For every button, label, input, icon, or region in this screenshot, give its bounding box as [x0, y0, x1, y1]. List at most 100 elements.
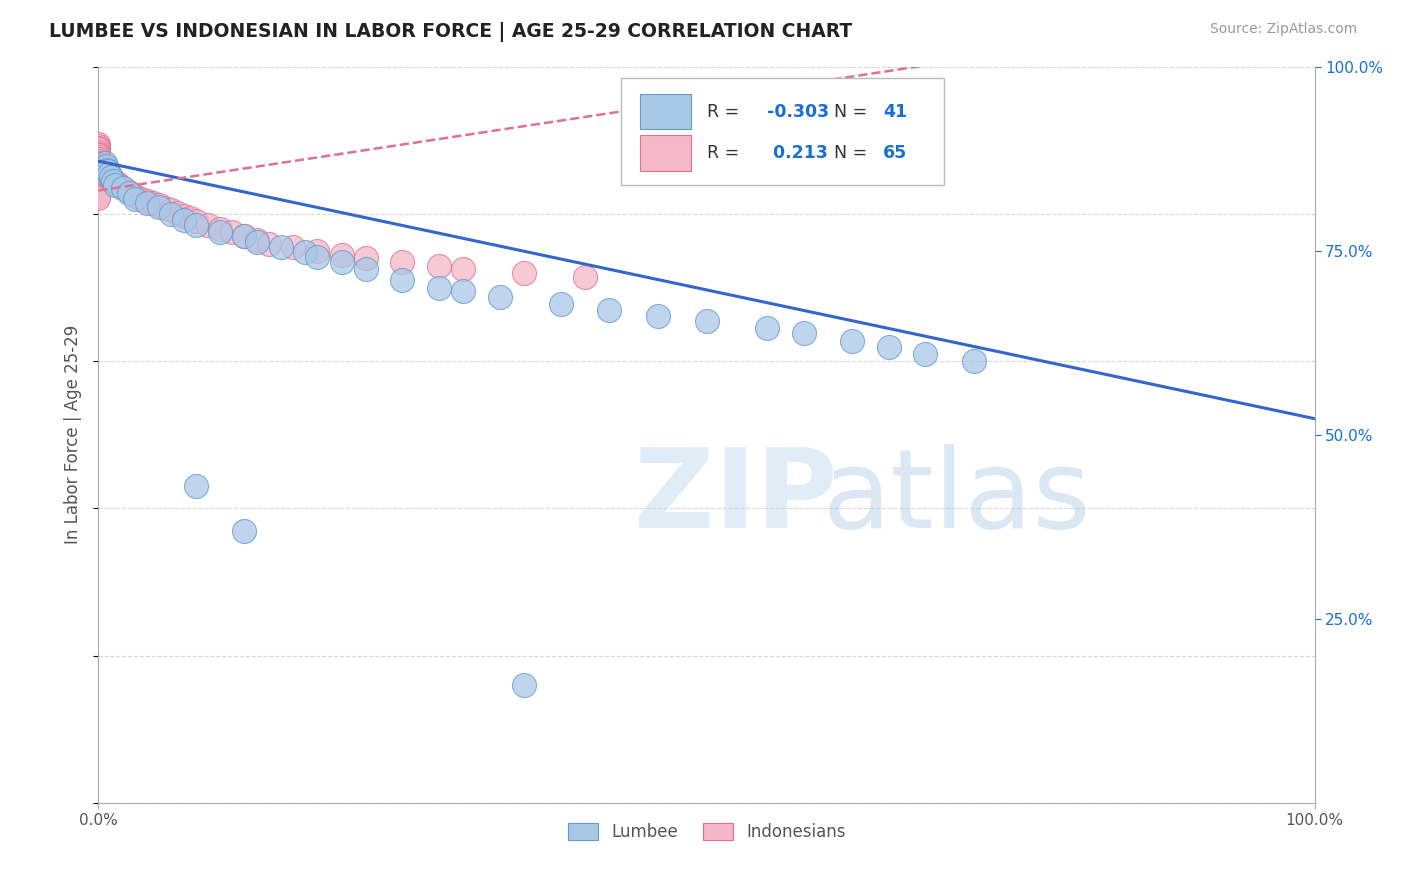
Point	[93, 167, 115, 181]
Point	[391, 255, 413, 269]
Point	[87, 157, 110, 171]
Text: 41: 41	[883, 103, 907, 120]
Point	[87, 185, 110, 199]
Text: ZIP: ZIP	[634, 444, 837, 551]
Point	[574, 269, 596, 284]
Point	[696, 314, 718, 328]
Point	[550, 297, 572, 311]
Point	[793, 326, 815, 341]
Point	[453, 262, 475, 277]
Point	[173, 209, 195, 223]
Point	[87, 191, 110, 205]
Point	[453, 285, 475, 299]
Text: Source: ZipAtlas.com: Source: ZipAtlas.com	[1209, 22, 1357, 37]
Point	[87, 155, 110, 169]
Point	[245, 235, 267, 249]
Point	[87, 148, 110, 162]
Point	[124, 193, 146, 207]
Point	[87, 139, 110, 153]
Point	[87, 179, 110, 194]
FancyBboxPatch shape	[621, 78, 943, 185]
Point	[148, 200, 170, 214]
Point	[233, 229, 256, 244]
Point	[104, 178, 127, 192]
Point	[513, 678, 536, 692]
Point	[87, 152, 110, 166]
Point	[197, 218, 219, 232]
Point	[87, 164, 110, 178]
Text: 0.213: 0.213	[768, 144, 828, 162]
Point	[257, 236, 280, 251]
Point	[87, 188, 110, 202]
Point	[294, 245, 316, 260]
Point	[184, 218, 207, 232]
Point	[97, 169, 120, 183]
Point	[87, 181, 110, 195]
Point	[307, 250, 329, 264]
Point	[110, 179, 132, 194]
Point	[756, 321, 779, 335]
Point	[307, 244, 329, 258]
Point	[87, 146, 110, 161]
Point	[391, 273, 413, 287]
Point	[166, 205, 188, 219]
Point	[87, 154, 110, 169]
Point	[179, 211, 201, 225]
Text: N =: N =	[834, 144, 873, 162]
Point	[330, 255, 353, 269]
Point	[155, 201, 177, 215]
Point	[87, 141, 110, 155]
Point	[136, 196, 159, 211]
Point	[96, 163, 118, 178]
Point	[87, 137, 110, 152]
Point	[129, 193, 152, 207]
Point	[233, 524, 256, 538]
Point	[330, 247, 353, 261]
Point	[87, 150, 110, 164]
Point	[111, 181, 134, 195]
Point	[87, 159, 110, 173]
Text: -0.303: -0.303	[768, 103, 830, 120]
Point	[877, 340, 900, 354]
Point	[963, 354, 986, 368]
Point	[87, 184, 110, 198]
Y-axis label: In Labor Force | Age 25-29: In Labor Force | Age 25-29	[65, 326, 83, 544]
Point	[245, 233, 267, 247]
Text: R =: R =	[707, 144, 744, 162]
Point	[87, 163, 110, 178]
Point	[93, 163, 115, 178]
Point	[427, 281, 450, 295]
Point	[270, 240, 292, 254]
Point	[281, 240, 304, 254]
Text: atlas: atlas	[823, 444, 1091, 551]
Point	[87, 167, 110, 181]
Point	[101, 174, 124, 188]
Point	[87, 169, 110, 183]
Point	[209, 226, 232, 240]
Point	[97, 164, 120, 178]
Text: LUMBEE VS INDONESIAN IN LABOR FORCE | AGE 25-29 CORRELATION CHART: LUMBEE VS INDONESIAN IN LABOR FORCE | AG…	[49, 22, 852, 42]
Point	[160, 207, 183, 221]
Point	[111, 181, 134, 195]
Point	[87, 186, 110, 201]
Point	[173, 213, 195, 227]
Point	[124, 188, 146, 202]
Point	[87, 174, 110, 188]
Point	[148, 198, 170, 212]
Point	[598, 302, 620, 317]
Point	[87, 176, 110, 190]
Point	[105, 176, 128, 190]
Point	[354, 252, 377, 266]
Point	[209, 222, 232, 236]
Point	[488, 289, 510, 303]
FancyBboxPatch shape	[640, 136, 690, 170]
Point	[87, 170, 110, 185]
Point	[841, 334, 863, 348]
Point	[914, 347, 936, 361]
Point	[101, 174, 124, 188]
Point	[118, 186, 141, 201]
Point	[142, 196, 165, 211]
Point	[184, 479, 207, 493]
Point	[100, 170, 122, 185]
Point	[354, 262, 377, 277]
